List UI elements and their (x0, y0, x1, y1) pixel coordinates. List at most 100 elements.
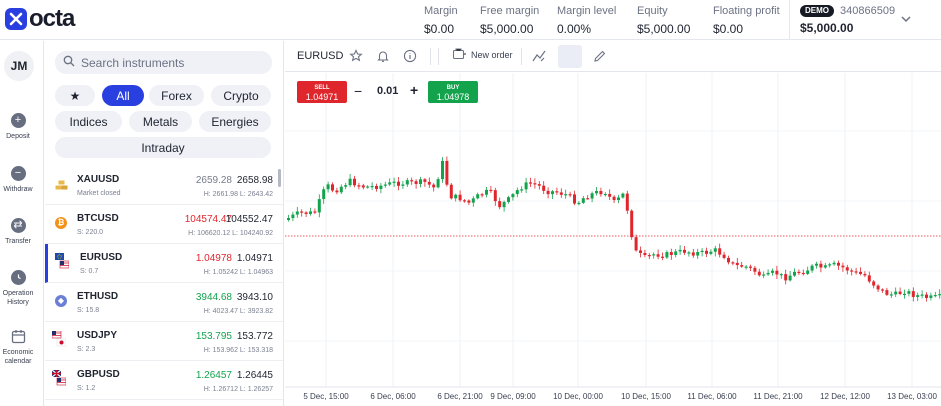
candle-body (779, 274, 783, 276)
new-order-button[interactable]: New order (452, 48, 513, 62)
candle-body (458, 194, 462, 201)
candle-body (797, 271, 801, 274)
search-box[interactable] (55, 51, 272, 74)
star-outline-icon[interactable] (349, 49, 363, 63)
candle-body (775, 270, 779, 275)
buy-button[interactable]: BUY 1.04978 (428, 81, 478, 103)
search-input[interactable] (81, 55, 261, 70)
instrument-row-usdjpy[interactable]: USDJPY S: 2.3 153.795 153.772 H: 153.962… (45, 322, 283, 361)
quantity-value[interactable]: 0.01 (377, 85, 399, 97)
candle-body (581, 198, 585, 203)
bell-icon[interactable] (376, 49, 390, 63)
candle-body (537, 184, 541, 186)
candle-body (621, 193, 625, 198)
candle-body (485, 189, 488, 195)
operation-history-button[interactable]: Operation History (0, 270, 36, 307)
candle-body (815, 263, 818, 266)
instrument-high-low: H: 2661.98 L: 2643.42 (203, 191, 273, 198)
candle-body (489, 189, 493, 192)
pencil-icon[interactable] (593, 49, 607, 63)
economic-calendar-button[interactable]: Economic calendar (0, 329, 36, 366)
metric-label: Free margin (480, 5, 540, 17)
filter-crypto[interactable]: Crypto (211, 85, 271, 106)
search-icon (63, 54, 75, 72)
chevron-down-icon[interactable] (900, 12, 912, 30)
candle-body (304, 212, 308, 214)
candle-body (353, 178, 356, 186)
candle-body (687, 252, 691, 254)
candle-body (867, 275, 871, 282)
chart-symbol[interactable]: EURUSD (297, 50, 344, 62)
candle-body (691, 252, 695, 256)
instrument-spread: S: 1.2 (77, 385, 96, 392)
demo-badge: DEMO (800, 5, 834, 17)
candle-body (335, 190, 339, 193)
filter-metals[interactable]: Metals (129, 111, 192, 132)
candle-body (441, 160, 444, 180)
instrument-high-low: H: 106620.12 L: 104240.92 (188, 230, 273, 237)
instrument-high-low: H: 4023.47 L: 3923.82 (203, 308, 273, 315)
metric-value: $5,000.00 (480, 22, 534, 36)
sell-button[interactable]: SELL 1.04971 (297, 81, 347, 103)
instrument-row-btcusd[interactable]: ₿ BTCUSD S: 220.0 104574.47 104552.47 H:… (45, 205, 283, 244)
candle-body (542, 185, 546, 191)
withdraw-button[interactable]: − Withdraw (0, 166, 36, 194)
price-chart[interactable]: 5 Dec, 15:00 6 Dec, 06:00 6 Dec, 21:00 9 De… (285, 73, 941, 406)
quantity-decrease-button[interactable]: − (354, 83, 363, 99)
candle-body (788, 275, 792, 281)
candle-body (559, 192, 563, 195)
candle-body (463, 200, 466, 202)
instrument-spread: S: 2.3 (77, 346, 96, 353)
filter-all[interactable]: All (102, 85, 144, 106)
metric-value: $0.00 (424, 22, 455, 36)
candle-body (595, 190, 598, 194)
chart-type-button[interactable] (558, 45, 582, 68)
octa-logo[interactable]: octa (5, 7, 75, 31)
candle-body (471, 198, 475, 203)
filter-indices[interactable]: Indices (55, 111, 122, 132)
filter-forex[interactable]: Forex (149, 85, 204, 106)
indicators-icon[interactable] (532, 49, 546, 63)
x-axis-label: 5 Dec, 15:00 (303, 392, 349, 401)
candle-body (876, 285, 880, 290)
avatar[interactable]: JM (4, 51, 34, 81)
candle-body (793, 271, 796, 276)
toolbar-divider (430, 48, 431, 65)
info-icon[interactable] (403, 49, 417, 63)
candle-body (397, 181, 400, 186)
candle-body (551, 191, 554, 195)
filter-intraday[interactable]: Intraday (55, 137, 271, 158)
deposit-button[interactable]: + Deposit (0, 113, 36, 141)
instruments-scrollbar[interactable] (278, 169, 281, 187)
margin-level-metric: Margin level 0.00% (557, 5, 616, 36)
account-selector[interactable]: DEMO 340866509 $5,000.00 (800, 5, 895, 35)
instrument-row-xauusd[interactable]: XAUUSD Market closed 2659.28 2658.98 H: … (45, 166, 283, 205)
candle-body (872, 281, 876, 286)
candle-body (414, 181, 418, 184)
candle-body (652, 254, 656, 256)
filter-energies[interactable]: Energies (199, 111, 271, 132)
chart-gridlines (285, 73, 941, 387)
candle-body (564, 194, 568, 196)
instrument-row-eurusd[interactable]: EURUSD S: 0.7 1.04978 1.04971 H: 1.05242… (45, 244, 283, 283)
metric-value: 0.00% (557, 22, 592, 36)
equity-metric: Equity $5,000.00 (637, 5, 690, 36)
candle-body (313, 211, 317, 213)
quantity-increase-button[interactable]: + (410, 82, 419, 98)
candle-body (361, 185, 365, 188)
instrument-row-ethusd[interactable]: ◆ ETHUSD S: 15.8 3944.68 3943.10 H: 4023… (45, 283, 283, 322)
favorites-filter[interactable]: ★ (55, 85, 95, 106)
metric-value: $5,000.00 (637, 22, 691, 36)
transfer-button[interactable]: ⇄ Transfer (0, 218, 36, 246)
instrument-spread: S: 0.7 (80, 268, 99, 275)
instrument-row-gbpusd[interactable]: GBPUSD S: 1.2 1.26457 1.26445 H: 1.26712… (45, 361, 283, 400)
candle-body (493, 190, 497, 202)
x-axis-label: 6 Dec, 06:00 (370, 392, 416, 401)
eu-us-flag-icon (55, 253, 70, 274)
candle-body (837, 262, 840, 266)
candle-body (454, 194, 458, 199)
candle-body (375, 185, 378, 189)
candle-body (841, 265, 845, 268)
floating-profit-metric: Floating profit $0.00 (713, 5, 780, 36)
